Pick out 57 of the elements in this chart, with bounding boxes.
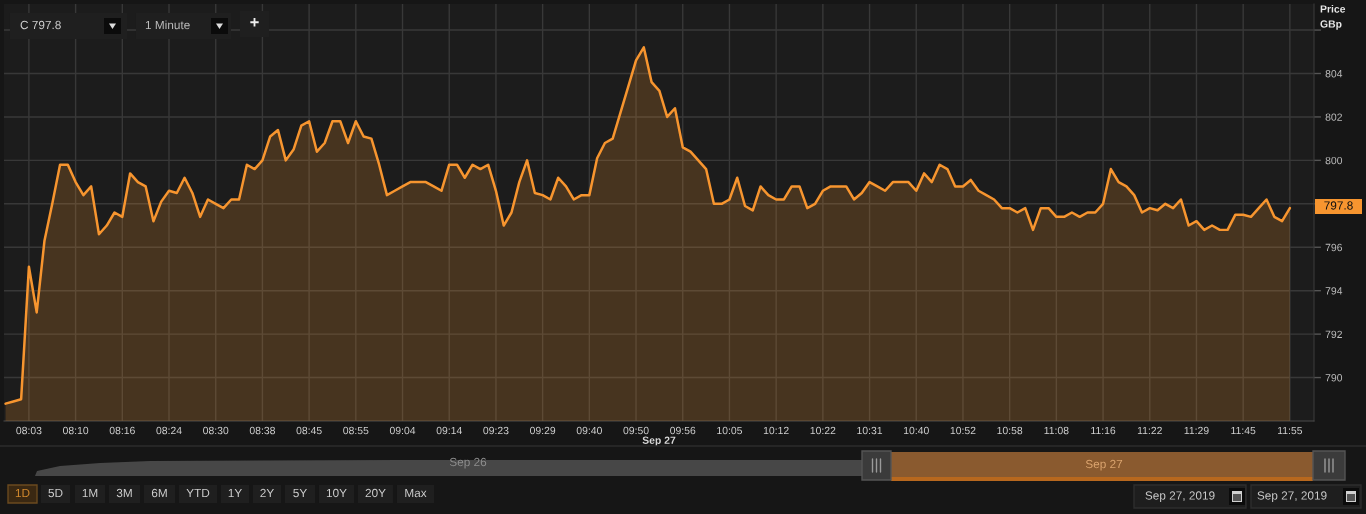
x-tick-label: 09:29 [530,426,556,435]
y-tick-label: 796 [1325,243,1343,252]
text: 797.8 [1324,201,1353,210]
text: 1M [82,488,98,498]
x-tick-label: 11:08 [1044,426,1069,435]
text: 1Y [228,488,242,498]
x-tick-label: 08:45 [296,426,322,435]
x-tick-label: 09:23 [483,426,509,435]
text: 10Y [326,488,347,498]
x-tick-label: 11:22 [1137,426,1162,435]
text: 1D [15,488,30,498]
y-axis-title: Price GBp [1320,5,1346,30]
text: 5Y [293,488,307,498]
x-tick-label: 11:45 [1231,426,1256,435]
x-tick-label: 09:40 [576,426,602,435]
x-tick-label: 11:16 [1091,426,1116,435]
text: 5D [48,488,63,498]
text: 20Y [365,488,386,498]
x-tick-label: 09:50 [623,426,649,435]
text: Sep 27, 2019 [1257,491,1327,502]
x-tick-label: 08:55 [343,426,369,435]
x-tick-label: 09:56 [670,426,696,435]
x-tick-label: 10:31 [857,426,883,435]
text: YTD [186,488,210,498]
x-tick-label: 09:04 [389,426,416,435]
x-tick-label: 08:24 [156,426,182,435]
x-tick-label: 10:40 [904,426,929,435]
x-tick-label: 10:12 [763,426,789,435]
y-tick-label: 804 [1325,70,1343,78]
x-tick-label: 10:52 [950,426,976,435]
text: Sep 27 [1085,459,1123,471]
annotation: 1 Minute [145,20,190,30]
annotation: C 797.8 [20,20,61,30]
x-tick-label: 10:58 [997,426,1023,435]
x-tick-label: 08:38 [249,426,275,435]
y-tick-label: 800 [1325,156,1343,165]
text: 2Y [260,488,274,498]
x-tick-label: 11:29 [1184,426,1209,435]
text: Sep 27, 2019 [1145,491,1215,502]
y-tick-label: 790 [1325,374,1343,382]
x-tick-label: 10:22 [810,426,836,435]
annotation: + [250,18,259,27]
y-tick-label: 802 [1325,113,1342,121]
x-axis-title: Sep 27 [642,436,676,446]
x-tick-label: 10:05 [717,426,743,435]
x-tick-label: 11:55 [1278,426,1303,435]
x-tick-label: 08:16 [109,426,135,435]
x-tick-label: 08:03 [16,426,42,435]
text: Max [405,488,427,498]
y-tick-label: 794 [1325,287,1343,295]
text: 3M [116,488,132,498]
x-tick-label: 09:14 [436,426,462,435]
text: 6M [151,488,167,498]
x-tick-label: 08:10 [62,426,89,435]
text: Sep 26 [449,457,487,469]
x-tick-label: 08:30 [203,426,229,435]
y-tick-label: 792 [1325,330,1342,338]
